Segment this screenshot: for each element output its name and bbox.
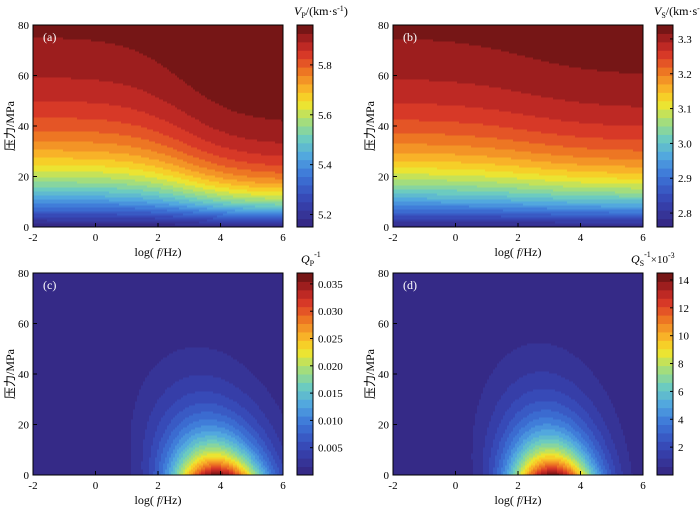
figure: -2 0 2 4 6020406080log( f/Hz)压力/MPa(a)5.25.4…	[0, 0, 700, 508]
heatmap-cells	[33, 25, 284, 228]
